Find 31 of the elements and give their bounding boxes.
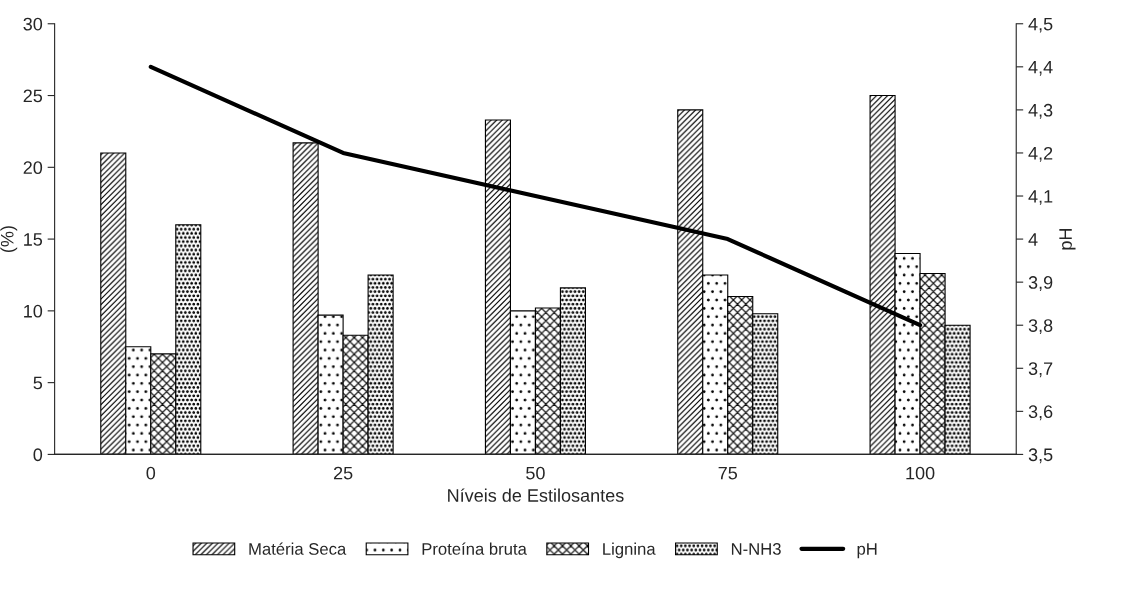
y-tick-label: 25 <box>23 89 43 103</box>
x-axis-title: Níveis de Estilosantes <box>448 488 624 502</box>
legend-label: Proteína bruta <box>422 542 527 555</box>
y2-tick-label: 4,2 <box>1028 146 1053 162</box>
x-tick-label: 100 <box>906 466 935 480</box>
y2-tick-label: 4 <box>1028 233 1038 246</box>
y-tick-label: 20 <box>23 161 43 175</box>
y2-tick-label: 3,8 <box>1028 319 1053 335</box>
y-tick-label: 5 <box>33 376 43 390</box>
x-tick-label: 75 <box>718 466 738 480</box>
x-tick-label: 25 <box>333 466 353 480</box>
x-tick-label: 0 <box>146 466 156 480</box>
y2-tick-label: 3,6 <box>1028 405 1053 421</box>
y2-tick-label: 3,7 <box>1028 362 1053 378</box>
y-axis-title: (%) <box>0 226 18 252</box>
y2-tick-label: 3,9 <box>1028 276 1053 291</box>
y-tick-label: 30 <box>23 17 43 31</box>
legend-label: N-NH3 <box>731 543 781 555</box>
x-tick-label: 50 <box>526 466 545 480</box>
legend-label: pH <box>857 543 877 559</box>
y2-tick-label: 4,1 <box>1028 190 1053 205</box>
y2-tick-label: 4,3 <box>1028 103 1053 119</box>
y2-tick-label: 3,5 <box>1028 448 1053 464</box>
y2-tick-label: 4,5 <box>1028 17 1053 33</box>
y2-axis-title: pH <box>1059 229 1076 250</box>
y-tick-label: 10 <box>24 304 43 318</box>
y2-tick-label: 4,4 <box>1028 60 1053 76</box>
y-tick-label: 0 <box>33 448 43 462</box>
y-tick-label: 15 <box>24 233 43 246</box>
legend-label: Matéria Seca <box>249 542 347 555</box>
legend-label: Lignina <box>603 542 656 559</box>
